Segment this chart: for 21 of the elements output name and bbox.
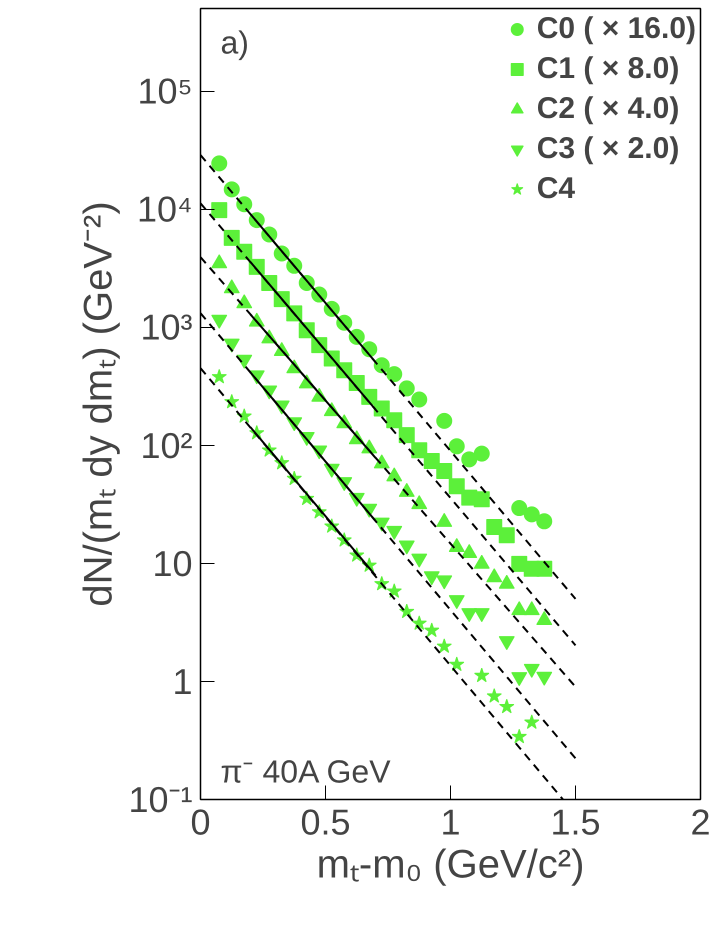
annotation: π⁻ 40A GeV	[220, 754, 392, 790]
x-tick-label: 1	[440, 802, 461, 842]
y-tick-label: 10⁵	[138, 70, 192, 112]
annotation: a)	[220, 24, 249, 60]
y-tick-label: 10³	[140, 306, 193, 348]
y-tick-label: 10	[152, 542, 193, 584]
legend-label: C2 ( × 4.0)	[536, 92, 680, 126]
y-tick-label: 10⁻¹	[128, 779, 193, 820]
x-axis-title: mₜ-m₀ (GeV/c²)	[316, 842, 584, 886]
legend-label: C1 ( × 8.0)	[536, 52, 680, 86]
x-tick-label: 2	[690, 802, 711, 842]
legend-label: C0 ( × 16.0)	[536, 12, 696, 46]
y-tick-label: 10²	[140, 424, 193, 466]
legend-label: C4	[536, 172, 576, 206]
y-tick-label: 10⁴	[136, 188, 193, 230]
y-tick-label: 1	[172, 660, 193, 702]
y-axis-title: dN/(mₜ dy dmₜ) (GeV⁻²)	[76, 201, 120, 607]
legend-label: C3 ( × 2.0)	[536, 132, 680, 166]
x-tick-label: 0	[190, 802, 211, 842]
x-tick-label: 1.5	[550, 802, 601, 842]
x-tick-label: 0.5	[300, 802, 351, 842]
